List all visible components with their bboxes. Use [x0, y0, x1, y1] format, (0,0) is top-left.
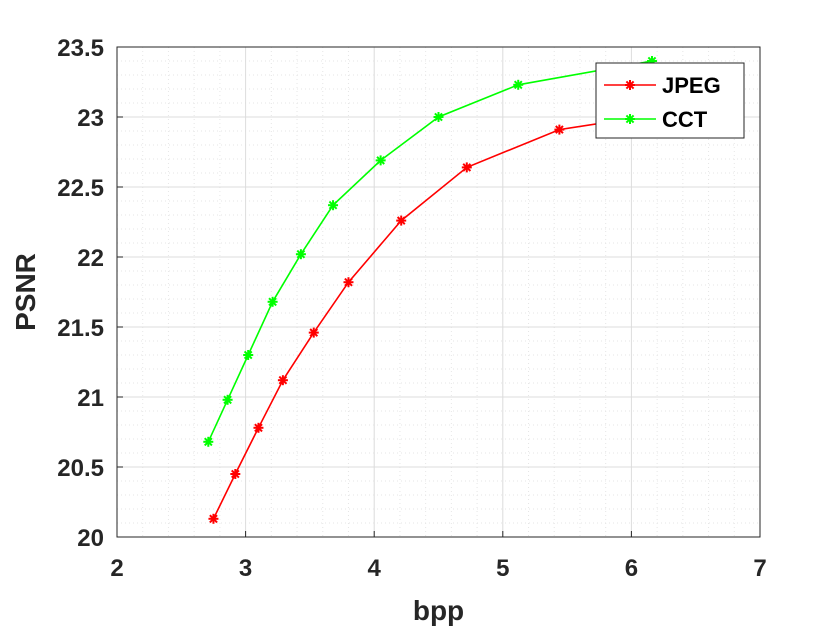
- data-point-cct: [243, 350, 254, 360]
- y-tick-label: 23: [77, 105, 104, 132]
- series-jpeg: [208, 110, 656, 524]
- data-point-cct: [203, 436, 214, 447]
- y-tick-label: 21: [77, 385, 104, 412]
- y-axis-label: PSNR: [10, 253, 41, 331]
- data-point-cct: [328, 200, 339, 211]
- y-tick-label: 20.5: [57, 455, 104, 482]
- y-tick-label: 21.5: [57, 315, 104, 342]
- x-tick-label: 7: [753, 555, 766, 582]
- y-tick-label: 20: [77, 525, 104, 552]
- data-point-cct: [222, 394, 233, 405]
- y-tick-label: 23.5: [57, 35, 104, 62]
- data-point-jpeg: [230, 469, 241, 479]
- data-point-cct: [513, 79, 524, 90]
- minor-grid: [117, 47, 760, 537]
- x-tick-label: 3: [239, 555, 252, 582]
- legend: JPEG CCT: [595, 62, 745, 139]
- data-point-jpeg: [396, 215, 407, 226]
- y-tick-label: 22.5: [57, 175, 104, 202]
- x-axis-label: bpp: [413, 595, 464, 626]
- data-point-jpeg: [343, 277, 354, 288]
- legend-marker-jpeg: [625, 80, 635, 90]
- data-point-cct: [375, 155, 386, 166]
- data-point-jpeg: [461, 162, 472, 173]
- legend-item-jpeg: JPEG: [604, 73, 721, 98]
- legend-marker-cct: [625, 114, 635, 124]
- series-line-cct: [207, 60, 653, 443]
- x-axis: 2 3 4 5 6 7: [110, 531, 767, 582]
- data-point-jpeg: [208, 513, 219, 524]
- plot-border: [116, 46, 761, 538]
- series-cct: [203, 56, 657, 447]
- x-tick-label: 6: [625, 555, 638, 582]
- data-point-jpeg: [277, 375, 288, 386]
- legend-label-jpeg: JPEG: [662, 73, 721, 98]
- data-point-cct: [433, 112, 444, 122]
- x-tick-label: 2: [110, 555, 123, 582]
- data-point-cct: [267, 296, 278, 307]
- legend-box: [595, 62, 745, 139]
- x-tick-label: 4: [368, 555, 382, 582]
- data-point-cct: [295, 249, 306, 260]
- series-line-jpeg: [212, 114, 651, 520]
- y-axis: 20 20.5 21 21.5 22 22.5 23 23.5: [57, 35, 123, 552]
- legend-item-cct: CCT: [604, 107, 708, 132]
- x-tick-label: 5: [496, 555, 509, 582]
- data-point-jpeg: [253, 422, 264, 433]
- data-point-jpeg: [554, 124, 565, 135]
- legend-label-cct: CCT: [662, 107, 708, 132]
- data-point-jpeg: [308, 327, 319, 338]
- y-tick-label: 22: [77, 245, 104, 272]
- series-layer: [203, 56, 657, 524]
